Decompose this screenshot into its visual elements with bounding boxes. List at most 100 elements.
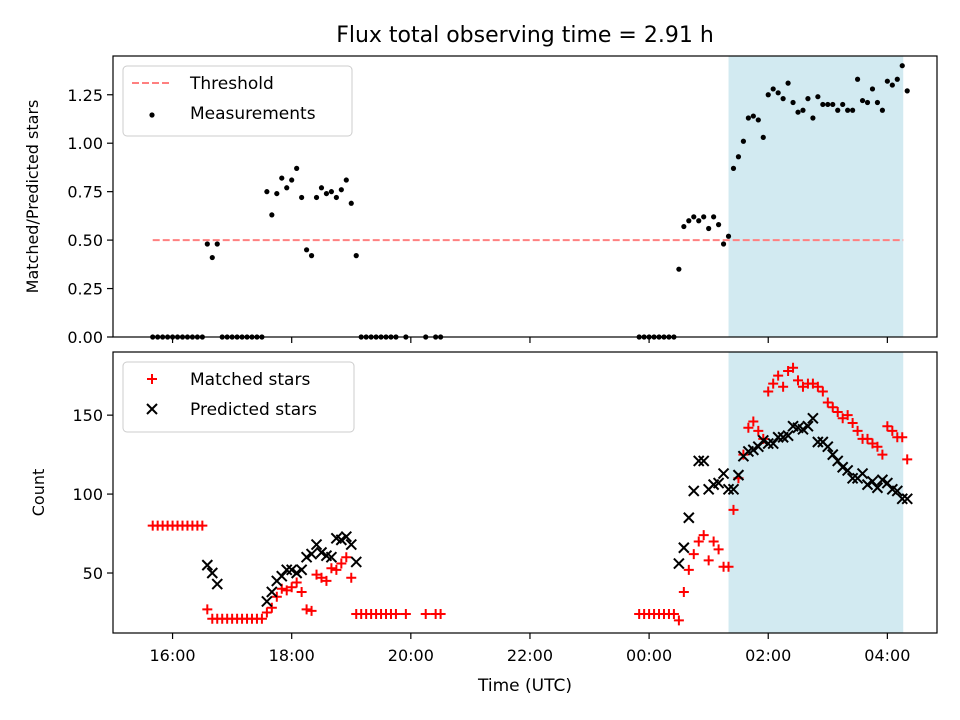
data-point [743,422,754,433]
y-tick-label: 0.00 [67,328,103,347]
data-point [295,564,308,576]
data-point [897,432,908,443]
legend: Threshold Measurements [122,65,353,137]
data-point [740,138,747,144]
data-point [678,542,690,554]
data-point [859,97,866,104]
data-point [300,551,313,563]
y-axis-label: Count [29,469,48,517]
data-point [353,253,359,259]
data-point [697,455,710,467]
data-point [301,604,312,615]
data-point [390,609,401,620]
observing-span [728,352,904,633]
data-point [800,107,806,113]
data-point [869,86,876,92]
data-point [780,96,786,102]
data-point [308,253,315,259]
legend: Matched stars Predicted stars [122,361,355,433]
series-matched-stars [147,362,913,626]
data-point [856,467,869,480]
data-point [722,483,735,496]
data-point [315,546,328,559]
data-point [294,165,300,171]
x-tick-label: 20:00 [388,646,434,665]
data-point [861,478,874,491]
data-point [782,429,794,442]
data-point [842,410,853,421]
legend-label: Predicted stars [190,400,317,420]
data-point [310,538,323,551]
data-point [209,254,215,261]
data-point [693,536,704,547]
y-tick-label: 50 [83,564,103,583]
data-point [840,101,846,108]
data-point [735,154,742,160]
data-point [825,101,831,108]
data-point [703,555,714,566]
data-point [261,595,273,608]
data-point [748,416,759,427]
data-point [274,190,280,197]
data-point [701,214,707,220]
data-point [887,425,898,436]
data-point [884,78,890,84]
data-point [688,549,699,560]
data-point [715,222,722,228]
data-point [773,370,784,381]
data-point [785,80,791,86]
data-point [331,564,342,575]
data-point [305,548,318,560]
data-point [340,530,353,543]
data-point [725,233,732,239]
data-point [802,420,814,432]
data-point [871,482,884,494]
data-point [876,474,889,486]
data-point [793,375,804,386]
data-point [770,86,776,92]
data-point [747,444,760,456]
axes-frame [112,55,938,338]
data-point [817,386,828,397]
data-point [901,493,913,505]
data-point [214,241,220,247]
data-point [678,586,689,597]
legend-label: Matched stars [190,370,310,390]
data-point [788,362,799,373]
data-point [420,609,431,620]
data-point [673,557,685,570]
data-point [284,185,290,191]
data-point [204,241,210,247]
data-point [341,552,352,563]
x-tick-label: 18:00 [269,646,315,665]
data-point [691,214,697,220]
y-tick-label: 0.50 [67,231,103,250]
data-point [299,194,305,201]
data-point [822,441,834,453]
ratio-panel: 0.00 0.25 0.50 0.75 1.00 1.25 Matched/Predicte… [23,55,938,347]
data-point [738,449,749,460]
data-point [306,605,317,616]
series-predicted-stars [201,412,913,608]
y-tick-label: 0.25 [67,280,103,299]
legend-box [122,361,355,433]
data-point [727,483,740,496]
data-point [862,433,873,444]
data-point [812,436,824,448]
data-point [289,177,295,183]
data-point [847,418,858,429]
data-point [350,556,362,568]
data-point [681,223,687,230]
data-point [832,406,843,417]
data-point [807,412,819,425]
data-point [281,564,293,576]
data-point [790,99,796,106]
data-point [763,386,774,397]
data-point [668,609,679,620]
x-tick-label: 00:00 [626,646,672,665]
data-point [846,472,859,484]
legend-box [122,65,353,137]
data-point [712,477,725,489]
data-point [400,609,411,620]
data-point [899,63,905,69]
